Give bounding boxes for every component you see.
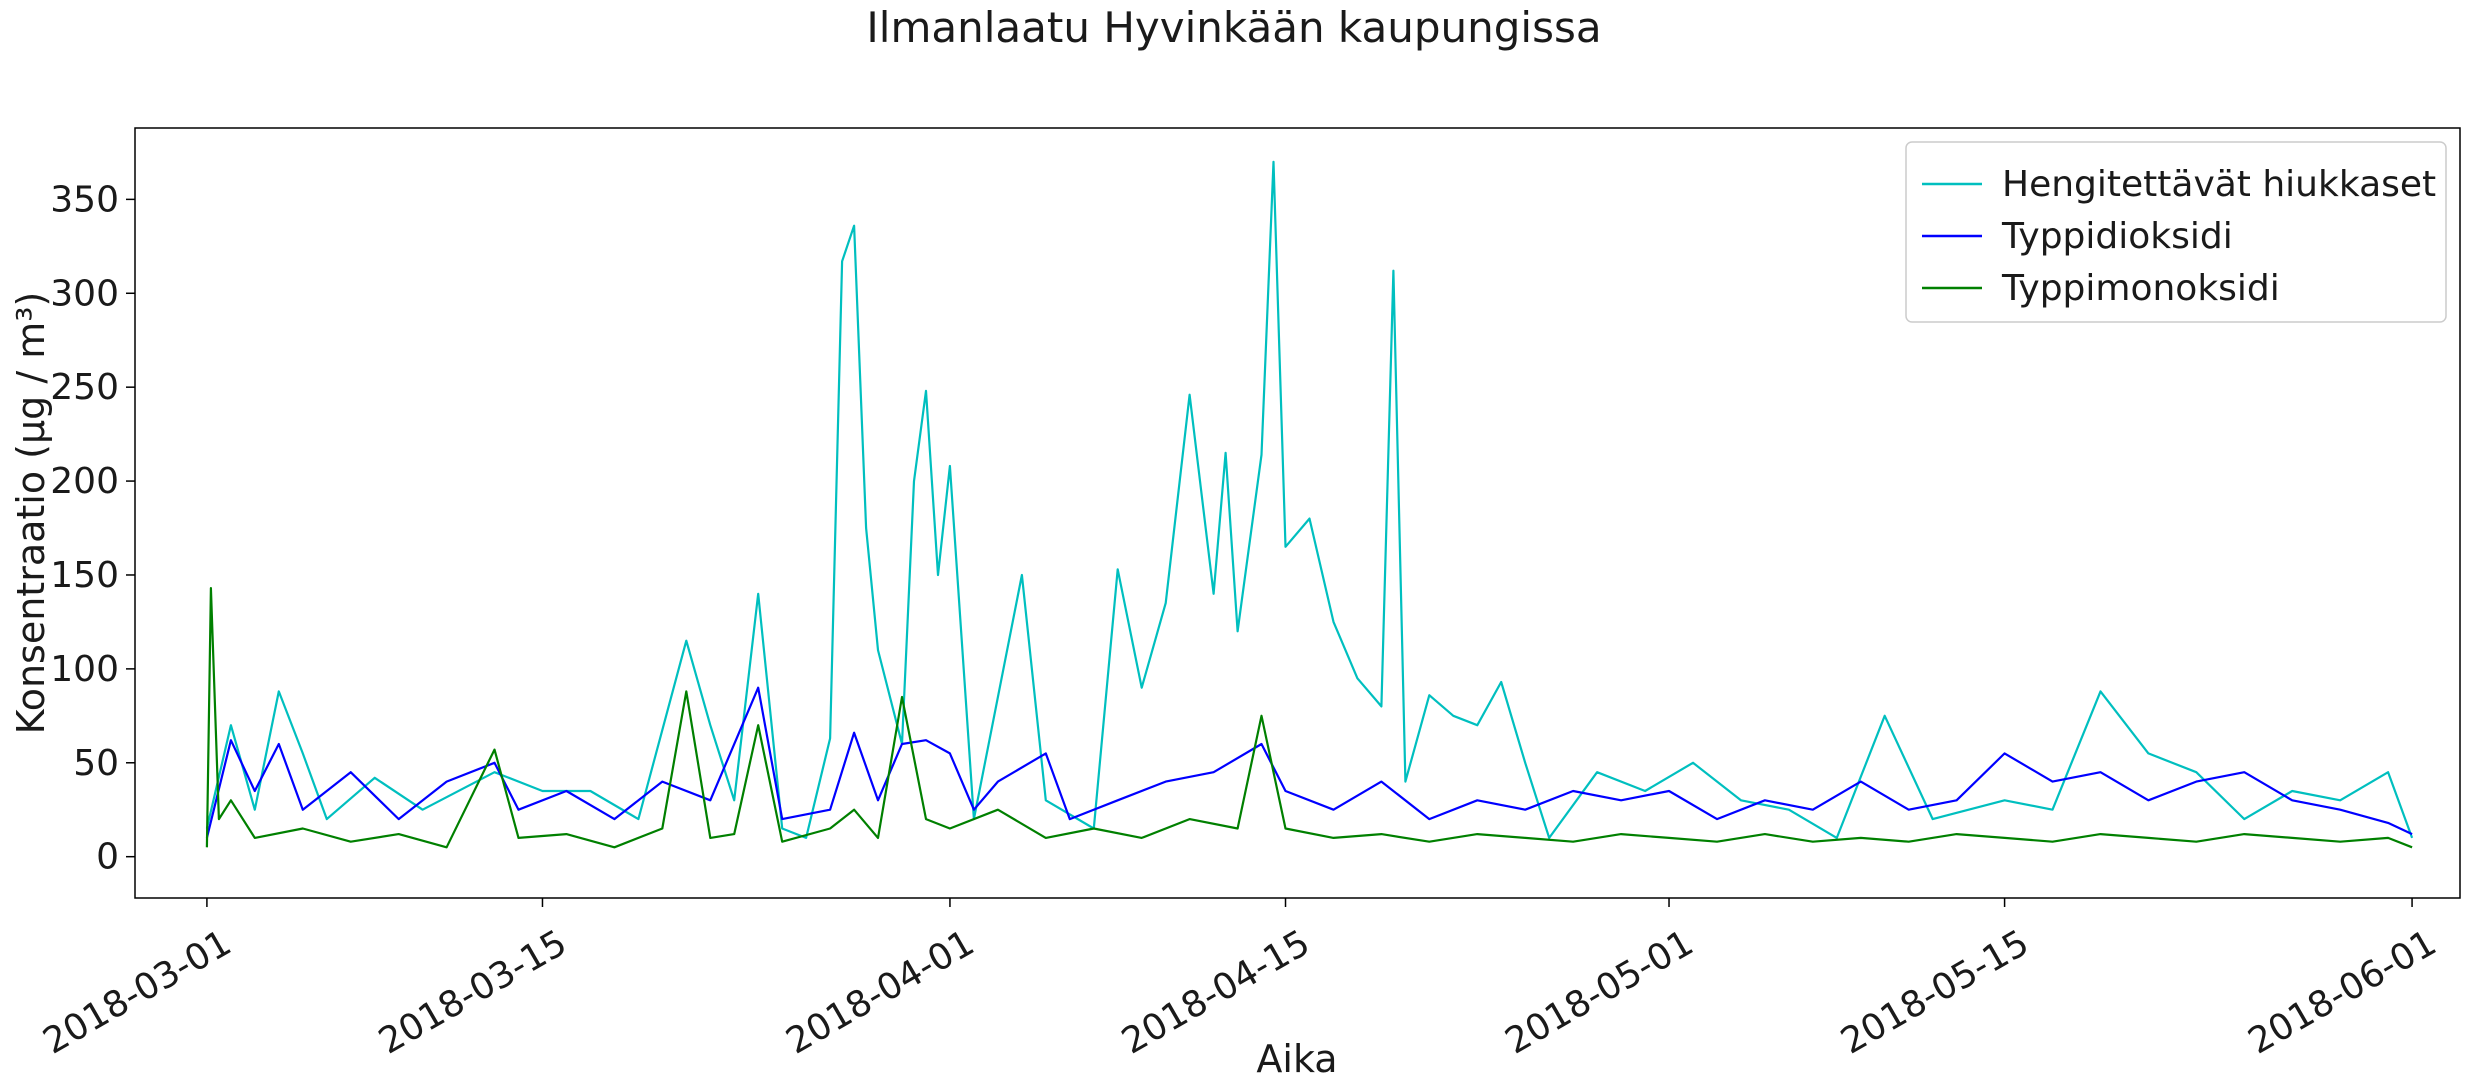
series-line-3 [205, 586, 2413, 849]
y-tick-label: 350 [50, 179, 119, 220]
legend-entry: Typpimonoksidi [2001, 268, 2280, 309]
legend-entry: Typpidioksidi [2001, 216, 2233, 257]
series-line-2 [205, 686, 2413, 839]
y-tick-label: 100 [50, 649, 119, 690]
plot-frame [134, 127, 2461, 899]
y-axis: 0 50 100 150 200 250 300 350 [50, 179, 135, 878]
series-line-1 [205, 160, 2414, 840]
series-layer [205, 160, 2414, 849]
y-tick-label: 200 [50, 461, 119, 502]
legend-box [1905, 141, 2447, 323]
legend-entry: Hengitettävät hiukkaset [2002, 164, 2436, 205]
legend: Hengitettävät hiukkaset Typpidioksidi Typp… [1905, 141, 2447, 323]
y-tick-label: 50 [73, 743, 119, 784]
y-tick-label: 250 [50, 367, 119, 408]
y-tick-label: 150 [50, 555, 119, 596]
y-tick-label: 300 [50, 273, 119, 314]
y-axis-label: Konsentraatio (µg / m³) [9, 292, 53, 735]
chart-title: Ilmanlaatu Hyvinkään kaupungissa [866, 3, 1601, 52]
x-axis-label: Aika [1256, 1037, 1337, 1081]
y-tick-label: 0 [96, 837, 119, 878]
